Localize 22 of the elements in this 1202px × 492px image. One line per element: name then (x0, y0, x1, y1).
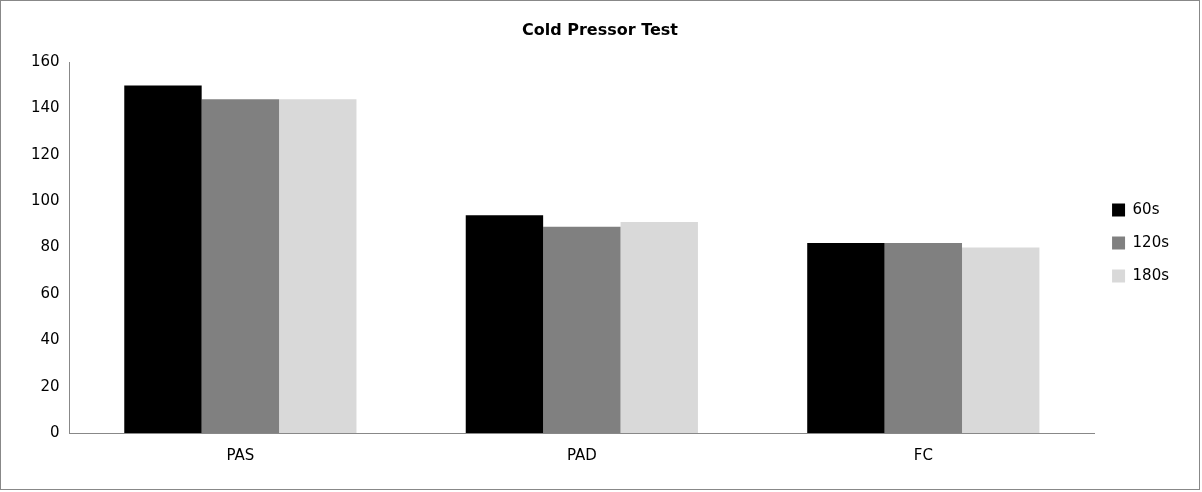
bar (962, 247, 1040, 433)
bar (279, 99, 357, 433)
x-tick-label: PAD (566, 445, 597, 464)
legend-label: 60s (1132, 199, 1160, 218)
chart-title: Cold Pressor Test (521, 19, 679, 39)
y-tick-label: 80 (40, 237, 60, 256)
y-tick-label: 160 (30, 52, 60, 71)
bar (620, 222, 698, 433)
bar (465, 215, 544, 433)
y-tick-label: 140 (30, 98, 60, 117)
bar (807, 242, 885, 433)
y-tick-label: 0 (50, 422, 60, 441)
y-tick-label: 120 (30, 144, 60, 163)
y-tick-label: 100 (30, 191, 60, 210)
x-tick-label: PAS (226, 445, 255, 464)
x-tick-label: FC (913, 445, 933, 464)
legend-label: 180s (1132, 265, 1170, 284)
legend-label: 120s (1132, 232, 1170, 251)
y-tick-label: 20 (40, 376, 60, 395)
y-tick-label: 40 (40, 330, 60, 349)
bar (124, 85, 202, 433)
y-tick-label: 60 (40, 283, 60, 302)
